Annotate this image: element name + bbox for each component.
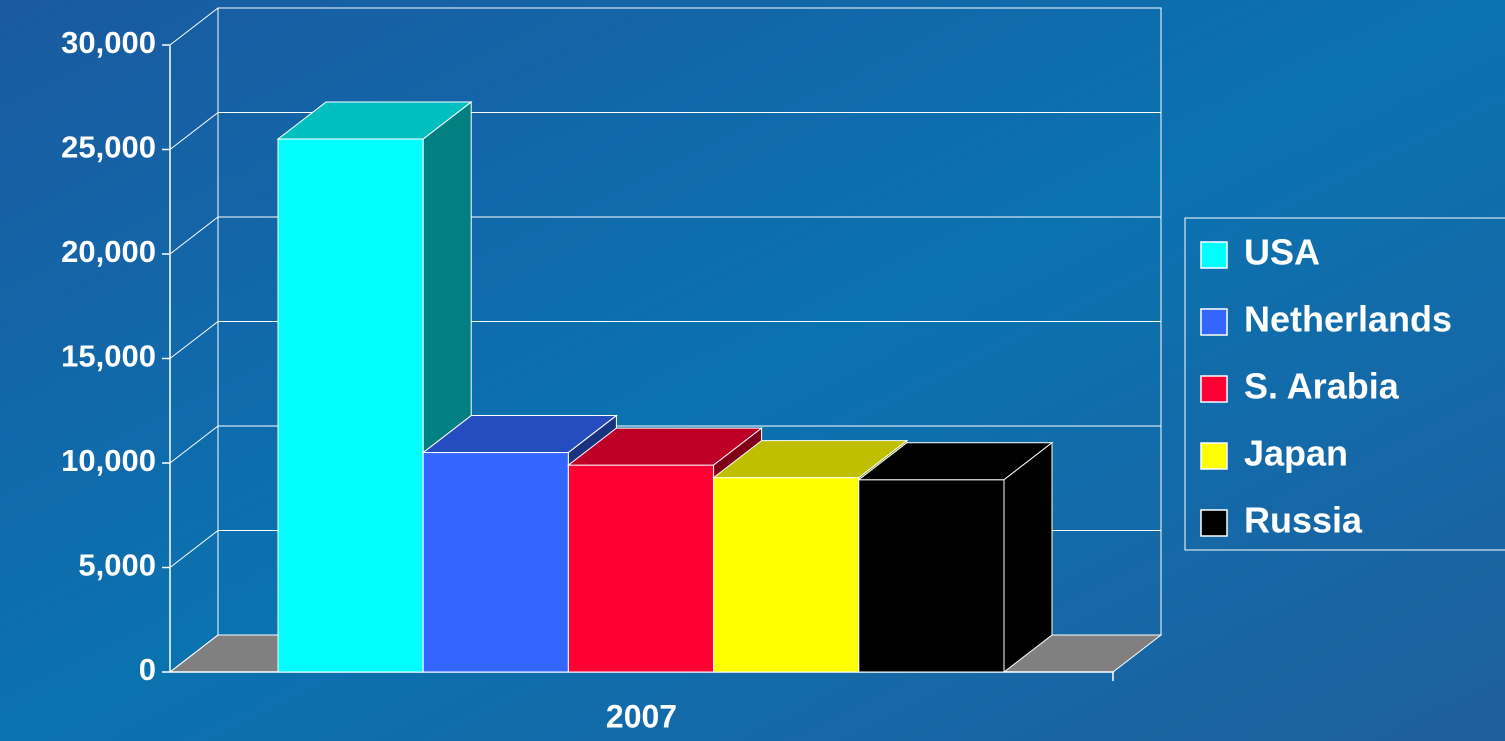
legend-swatch [1200, 308, 1228, 336]
y-tick-label: 20,000 [61, 234, 156, 269]
legend-swatch [1200, 442, 1228, 470]
legend-label: Japan [1244, 433, 1348, 474]
grid-line [169, 216, 1161, 255]
grid-line [169, 321, 1161, 359]
grid-line [169, 425, 1161, 464]
legend-label: USA [1244, 232, 1320, 273]
x-tick-label: 2007 [606, 698, 677, 734]
y-tick-label: 10,000 [61, 443, 156, 478]
y-tick-label: 5,000 [78, 548, 156, 583]
legend-swatch [1200, 375, 1228, 403]
bar-side [1003, 441, 1053, 674]
legend-label: Netherlands [1244, 299, 1452, 340]
bar-front [567, 464, 715, 673]
legend-swatch [1200, 509, 1228, 537]
bar-front [422, 452, 569, 673]
legend-swatch [1200, 241, 1228, 269]
y-tick-label: 25,000 [61, 130, 156, 165]
grid-line [169, 112, 1161, 150]
bar-front [858, 479, 1005, 673]
grid-line [169, 7, 1161, 46]
legend-label: S. Arabia [1244, 366, 1400, 407]
y-tick-label: 15,000 [61, 339, 156, 374]
y-tick-label: 0 [139, 652, 156, 687]
y-tick-label: 30,000 [61, 25, 156, 60]
bar-front [277, 138, 424, 673]
legend [1184, 217, 1505, 551]
legend-label: Russia [1244, 500, 1363, 541]
bar-front [713, 477, 860, 673]
